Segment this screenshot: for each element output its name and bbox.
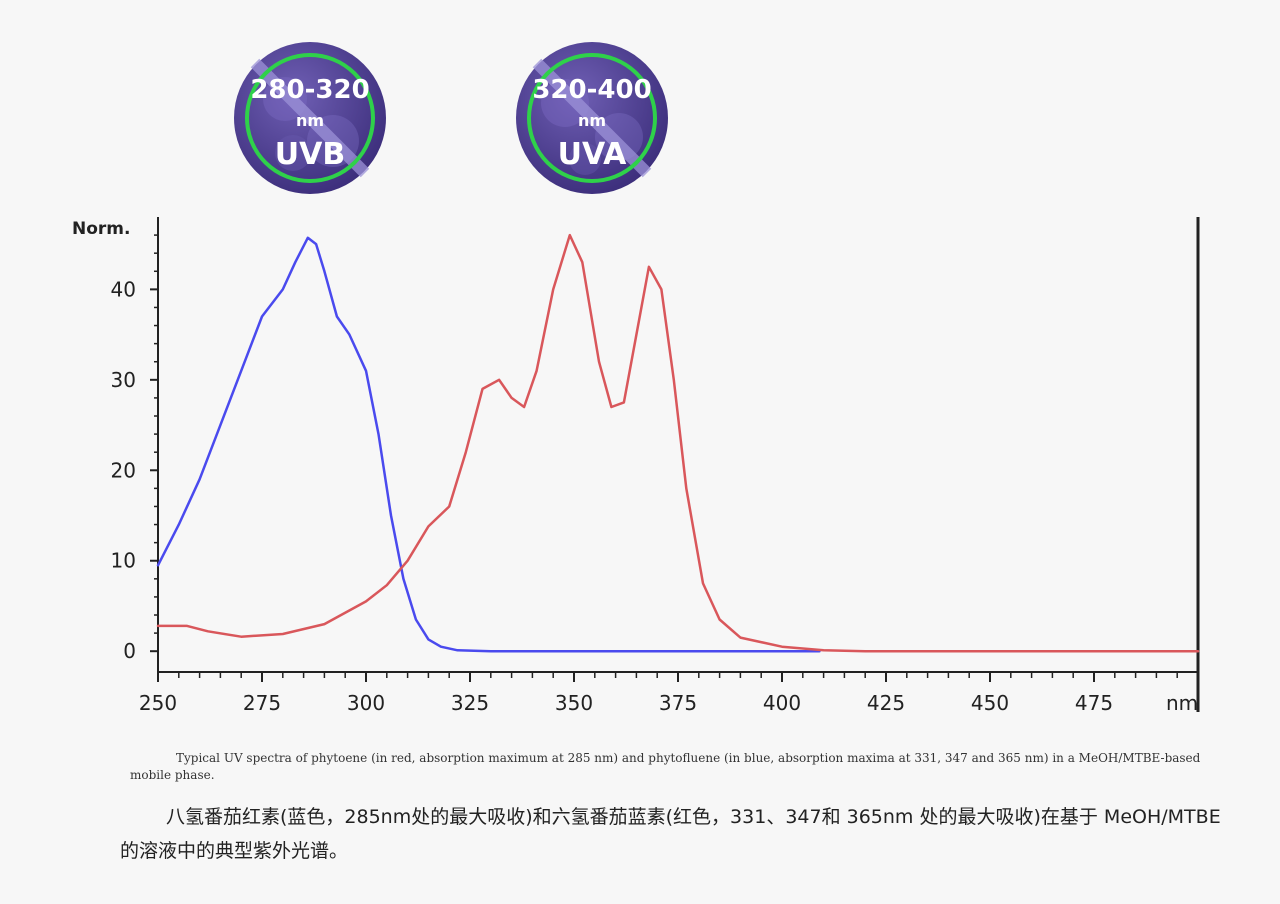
y-tick-label: 0 xyxy=(123,639,136,663)
x-tick-label: 250 xyxy=(139,691,177,715)
chart-series xyxy=(156,233,1200,653)
uvb-badge: 280-320 nm UVB xyxy=(233,41,387,195)
uvb-badge-graphic xyxy=(234,42,386,194)
caption-english: Typical UV spectra of phytoene (in red, … xyxy=(130,751,1201,782)
uva-unit-label: nm xyxy=(577,111,607,130)
x-tick-label: 375 xyxy=(659,691,697,715)
x-axis-label: nm xyxy=(1166,691,1198,715)
x-tick-label: 450 xyxy=(971,691,1009,715)
x-tick-label: 275 xyxy=(243,691,281,715)
caption-chinese: 八氢番茄红素(蓝色，285nm处的最大吸收)和六氢番茄蓝素(红色，331、347… xyxy=(120,806,1221,862)
x-tick-label: 300 xyxy=(347,691,385,715)
uvb-band-label: UVB xyxy=(274,137,346,172)
x-tick-label: 475 xyxy=(1075,691,1113,715)
red-series-line xyxy=(156,233,1200,653)
y-tick-label: 20 xyxy=(111,458,136,482)
x-tick-label: 425 xyxy=(867,691,905,715)
y-tick-label: 30 xyxy=(111,368,136,392)
x-tick-label: 400 xyxy=(763,691,801,715)
blue-series-line xyxy=(156,236,821,653)
uva-badge: 320-400 nm UVA xyxy=(515,41,669,195)
uvb-range-label: 280-320 xyxy=(250,75,370,105)
uva-band-label: UVA xyxy=(557,137,627,172)
y-tick-label: 40 xyxy=(111,277,136,301)
x-tick-label: 325 xyxy=(451,691,489,715)
chart-labels: 0 10 20 30 40 250 275 300 325 350 375 400 425 450 475 N… xyxy=(72,219,1198,715)
chart-axes xyxy=(150,217,1200,712)
uvb-unit-label: nm xyxy=(295,111,325,130)
uva-badge-graphic xyxy=(516,42,668,194)
y-tick-label: 10 xyxy=(111,549,136,573)
x-tick-label: 350 xyxy=(555,691,593,715)
uva-range-label: 320-400 xyxy=(532,75,652,105)
y-axis-label: Norm. xyxy=(72,219,130,239)
